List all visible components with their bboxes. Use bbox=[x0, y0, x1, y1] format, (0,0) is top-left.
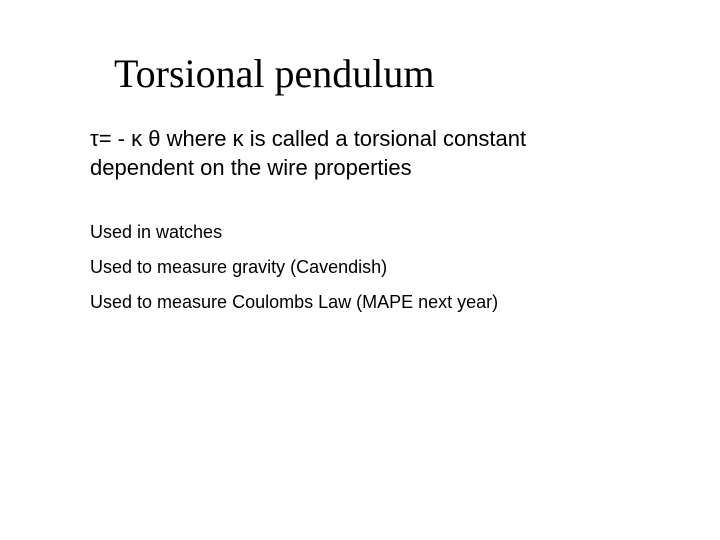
bullet-item: Used in watches bbox=[90, 222, 630, 243]
kappa-symbol-1: κ bbox=[131, 126, 142, 151]
bullet-list: Used in watches Used to measure gravity … bbox=[90, 222, 630, 313]
slide-title: Torsional pendulum bbox=[90, 50, 630, 97]
equation-block: τ= - κ θ where κ is called a torsional c… bbox=[90, 125, 630, 182]
tau-symbol: τ bbox=[90, 126, 99, 151]
equation-text-1: = - bbox=[99, 126, 131, 151]
bullet-item: Used to measure Coulombs Law (MAPE next … bbox=[90, 292, 630, 313]
bullet-item: Used to measure gravity (Cavendish) bbox=[90, 257, 630, 278]
equation-line-2: dependent on the wire properties bbox=[90, 155, 412, 180]
slide: Torsional pendulum τ= - κ θ where κ is c… bbox=[0, 0, 720, 540]
theta-symbol: θ bbox=[148, 126, 160, 151]
kappa-symbol-2: κ bbox=[233, 126, 244, 151]
equation-text-3: is called a torsional constant bbox=[244, 126, 527, 151]
equation-text-2: where bbox=[160, 126, 232, 151]
